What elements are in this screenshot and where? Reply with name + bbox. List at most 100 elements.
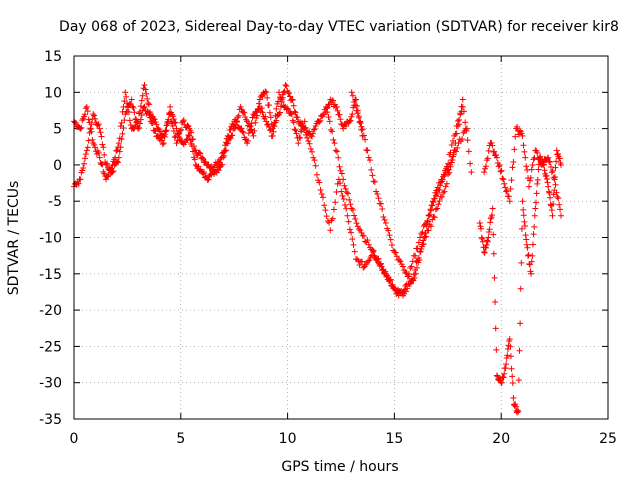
- point-track-a: [197, 150, 204, 157]
- point-track-g: [501, 180, 508, 187]
- point-track-b: [155, 133, 162, 140]
- point-track-b: [125, 104, 132, 111]
- point-track-b: [192, 161, 199, 168]
- point-track-e: [386, 232, 393, 239]
- point-track-b: [285, 106, 292, 113]
- point-track-e: [349, 92, 356, 99]
- point-track-d: [436, 186, 443, 193]
- point-track-d: [365, 241, 372, 248]
- point-track-b: [135, 124, 142, 131]
- point-track-a: [319, 111, 326, 118]
- point-track-b: [160, 140, 167, 147]
- chart-title: Day 068 of 2023, Sidereal Day-to-day VTE…: [59, 19, 619, 35]
- point-track-c: [339, 192, 346, 199]
- point-track-b: [292, 127, 299, 134]
- point-track-a: [77, 125, 84, 132]
- point-track-d: [452, 131, 459, 138]
- point-track-a: [172, 133, 179, 140]
- point-track-a: [113, 147, 120, 154]
- point-track-d: [407, 264, 414, 271]
- point-track-b: [210, 168, 217, 175]
- point-track-f: [517, 320, 524, 327]
- point-track-a: [282, 82, 289, 89]
- point-track-a: [143, 90, 150, 97]
- point-track-d: [343, 189, 350, 196]
- point-track-a: [349, 111, 356, 118]
- point-track-g: [499, 175, 506, 182]
- point-track-e: [374, 190, 381, 197]
- point-track-g: [493, 151, 500, 158]
- point-track-f: [532, 205, 539, 212]
- point-track-a: [235, 112, 242, 119]
- point-track-f: [484, 237, 491, 244]
- x-tick-label: 15: [385, 431, 403, 447]
- point-track-d: [358, 229, 365, 236]
- point-track-e: [425, 227, 432, 234]
- point-track-g: [554, 193, 561, 200]
- point-track-b: [293, 130, 300, 137]
- point-track-f: [492, 298, 499, 305]
- point-track-c: [345, 218, 352, 225]
- point-track-g: [491, 148, 498, 155]
- point-track-f: [518, 225, 525, 232]
- point-track-b: [295, 140, 302, 147]
- point-track-b: [269, 132, 276, 139]
- point-track-b: [222, 139, 229, 146]
- point-track-e: [443, 180, 450, 187]
- point-track-f: [524, 244, 531, 251]
- point-track-a: [114, 147, 121, 154]
- point-track-f: [558, 161, 565, 168]
- point-track-b: [271, 123, 278, 130]
- point-track-f: [534, 180, 541, 187]
- point-track-b: [109, 169, 116, 176]
- point-track-a: [205, 161, 212, 168]
- point-track-b: [159, 141, 166, 148]
- point-track-d: [412, 252, 419, 259]
- point-track-g: [484, 155, 491, 162]
- point-track-a: [215, 167, 222, 174]
- point-track-b: [265, 121, 272, 128]
- point-track-b: [84, 144, 91, 151]
- point-track-b: [137, 116, 144, 123]
- point-track-a: [346, 118, 353, 125]
- point-track-f: [528, 270, 535, 277]
- point-track-a: [174, 137, 181, 144]
- point-track-f: [517, 285, 524, 292]
- point-track-d: [349, 207, 356, 214]
- grid-lines: [74, 56, 608, 419]
- point-track-b: [244, 137, 251, 144]
- point-track-f: [531, 223, 538, 230]
- point-track-g: [503, 187, 510, 194]
- point-track-a: [255, 100, 262, 107]
- point-track-b: [221, 148, 228, 155]
- y-tick-label: -35: [39, 412, 62, 428]
- point-track-f: [544, 179, 551, 186]
- point-track-f: [532, 199, 539, 206]
- point-track-a: [337, 116, 344, 123]
- point-track-f: [512, 401, 519, 408]
- point-track-c: [307, 145, 314, 152]
- point-track-b: [186, 132, 193, 139]
- point-track-b: [279, 94, 286, 101]
- point-track-e: [417, 249, 424, 256]
- point-track-g: [548, 169, 555, 176]
- point-track-a: [180, 117, 187, 124]
- point-track-c: [323, 213, 330, 220]
- point-track-d: [348, 205, 355, 212]
- point-track-g: [552, 181, 559, 188]
- point-track-g: [527, 174, 534, 181]
- y-tick-label: -25: [39, 339, 62, 355]
- point-track-b: [98, 133, 105, 140]
- point-track-g: [482, 163, 489, 170]
- point-track-g: [531, 154, 538, 161]
- point-track-e: [431, 214, 438, 221]
- point-track-g: [526, 177, 533, 184]
- x-tick-label: 5: [176, 431, 185, 447]
- point-track-b: [291, 126, 298, 133]
- point-track-g: [485, 147, 492, 154]
- point-track-a: [250, 132, 257, 139]
- point-track-g: [530, 156, 537, 163]
- point-track-e: [460, 108, 467, 115]
- point-track-a: [118, 119, 125, 126]
- point-track-b: [171, 119, 178, 126]
